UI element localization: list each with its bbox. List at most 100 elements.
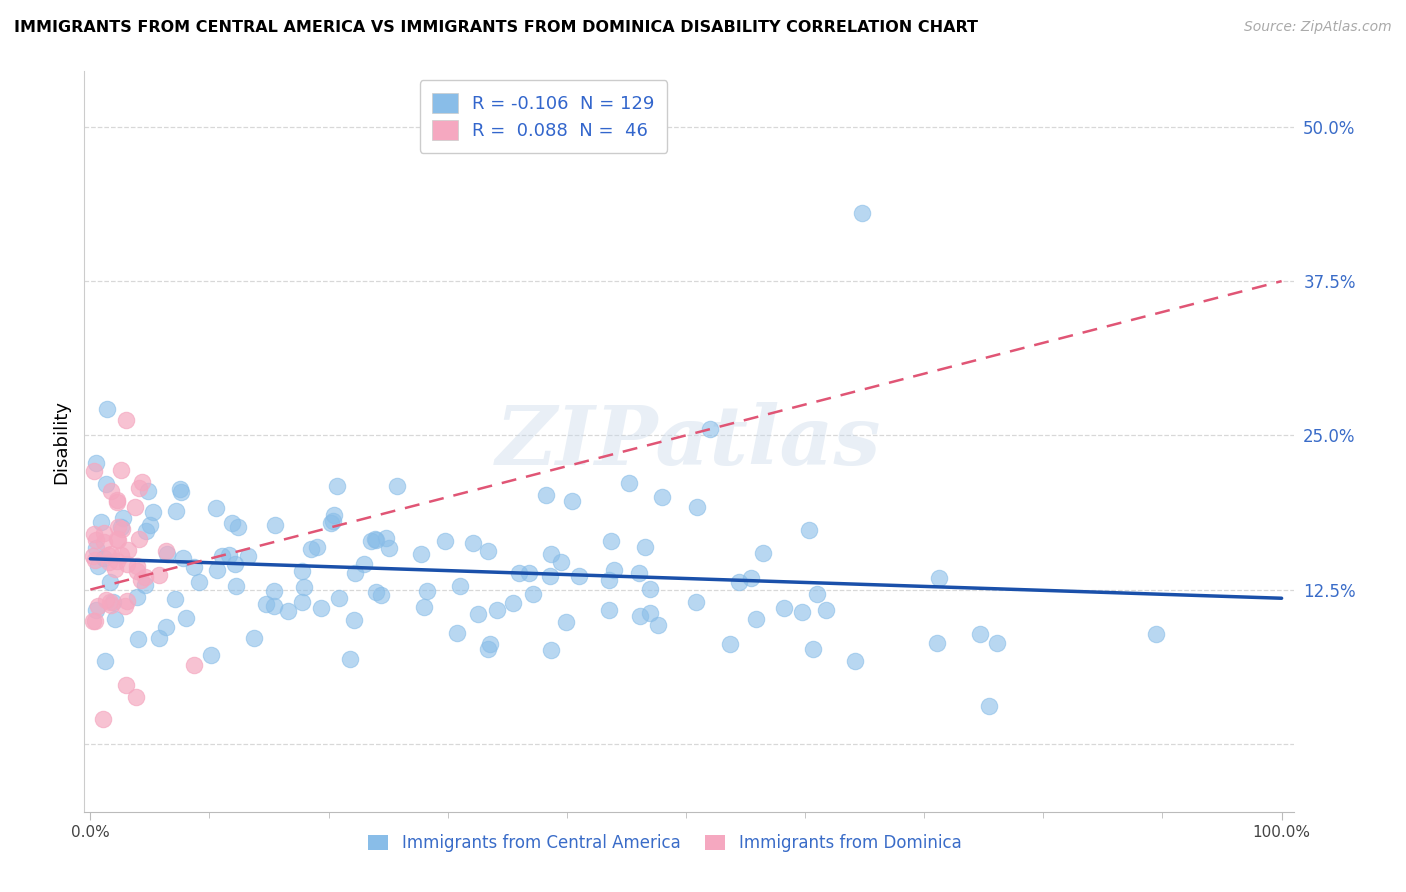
Point (790, 606, 813, 620)
Point (685, 595, 707, 609)
Point (105, 495, 128, 509)
Point (127, 564, 149, 578)
Point (100, 598, 122, 612)
Point (446, 625, 468, 640)
Point (94, 654, 117, 668)
Point (477, 544, 499, 558)
Point (117, 542, 139, 557)
Point (449, 579, 471, 593)
Point (339, 652, 361, 666)
Point (100, 547, 122, 561)
Point (128, 533, 150, 547)
Point (131, 475, 153, 490)
Point (131, 573, 153, 587)
Point (93, 525, 115, 540)
Point (508, 566, 530, 581)
Point (114, 599, 136, 613)
Point (602, 563, 624, 577)
Point (84, 533, 107, 548)
Point (104, 562, 127, 576)
Point (155, 544, 177, 558)
Point (134, 578, 156, 592)
Point (598, 603, 620, 617)
Point (84, 541, 107, 556)
Point (433, 533, 456, 548)
Point (728, 575, 751, 590)
Point (94, 592, 117, 607)
Point (374, 531, 396, 545)
Point (98, 595, 121, 609)
Point (322, 508, 344, 523)
Point (110, 520, 132, 534)
Point (205, 501, 228, 516)
Point (93, 551, 115, 566)
Point (413, 599, 436, 614)
Point (522, 587, 544, 601)
Point (979, 698, 1001, 713)
Point (478, 637, 501, 651)
Point (127, 632, 149, 647)
Point (366, 533, 388, 547)
Point (221, 516, 243, 531)
Point (385, 479, 408, 493)
Point (699, 422, 721, 436)
Point (502, 596, 524, 610)
Point (93, 535, 115, 549)
Point (370, 588, 392, 602)
Point (105, 493, 128, 508)
Point (806, 587, 828, 601)
Point (844, 654, 866, 668)
Point (115, 558, 138, 572)
Point (343, 613, 366, 627)
Point (927, 636, 949, 650)
Point (84, 553, 107, 567)
Legend: Immigrants from Central America, Immigrants from Dominica: Immigrants from Central America, Immigra… (361, 828, 967, 859)
Point (307, 541, 329, 555)
Point (299, 542, 322, 557)
Point (172, 551, 194, 566)
Point (125, 590, 148, 604)
Point (325, 478, 347, 492)
Point (128, 481, 150, 495)
Point (772, 601, 794, 615)
Point (115, 413, 138, 427)
Point (98, 574, 121, 589)
Point (148, 631, 170, 645)
Point (292, 581, 315, 595)
Point (617, 475, 640, 490)
Point (83, 465, 105, 479)
Point (969, 627, 991, 641)
Point (105, 554, 128, 568)
Point (115, 678, 138, 692)
Point (155, 620, 177, 634)
Point (598, 573, 620, 587)
Point (647, 617, 669, 632)
Point (111, 522, 134, 536)
Point (263, 599, 285, 613)
Point (540, 642, 562, 657)
Point (226, 519, 249, 533)
Point (84, 602, 107, 616)
Point (236, 549, 259, 563)
Text: IMMIGRANTS FROM CENTRAL AMERICA VS IMMIGRANTS FROM DOMINICA DISABILITY CORRELATI: IMMIGRANTS FROM CENTRAL AMERICA VS IMMIG… (14, 20, 979, 35)
Point (183, 658, 205, 673)
Point (277, 605, 299, 619)
Point (139, 518, 162, 533)
Point (105, 532, 128, 546)
Point (207, 562, 229, 576)
Point (651, 490, 673, 504)
Point (485, 603, 508, 617)
Point (986, 636, 1008, 650)
Point (538, 569, 561, 583)
Point (322, 514, 344, 528)
Point (561, 494, 583, 508)
Point (291, 595, 314, 609)
Point (243, 631, 266, 645)
Point (187, 574, 209, 589)
Point (550, 555, 572, 569)
Point (344, 566, 367, 580)
Point (638, 606, 661, 620)
Point (155, 547, 177, 561)
Point (110, 463, 132, 477)
Point (801, 642, 824, 657)
